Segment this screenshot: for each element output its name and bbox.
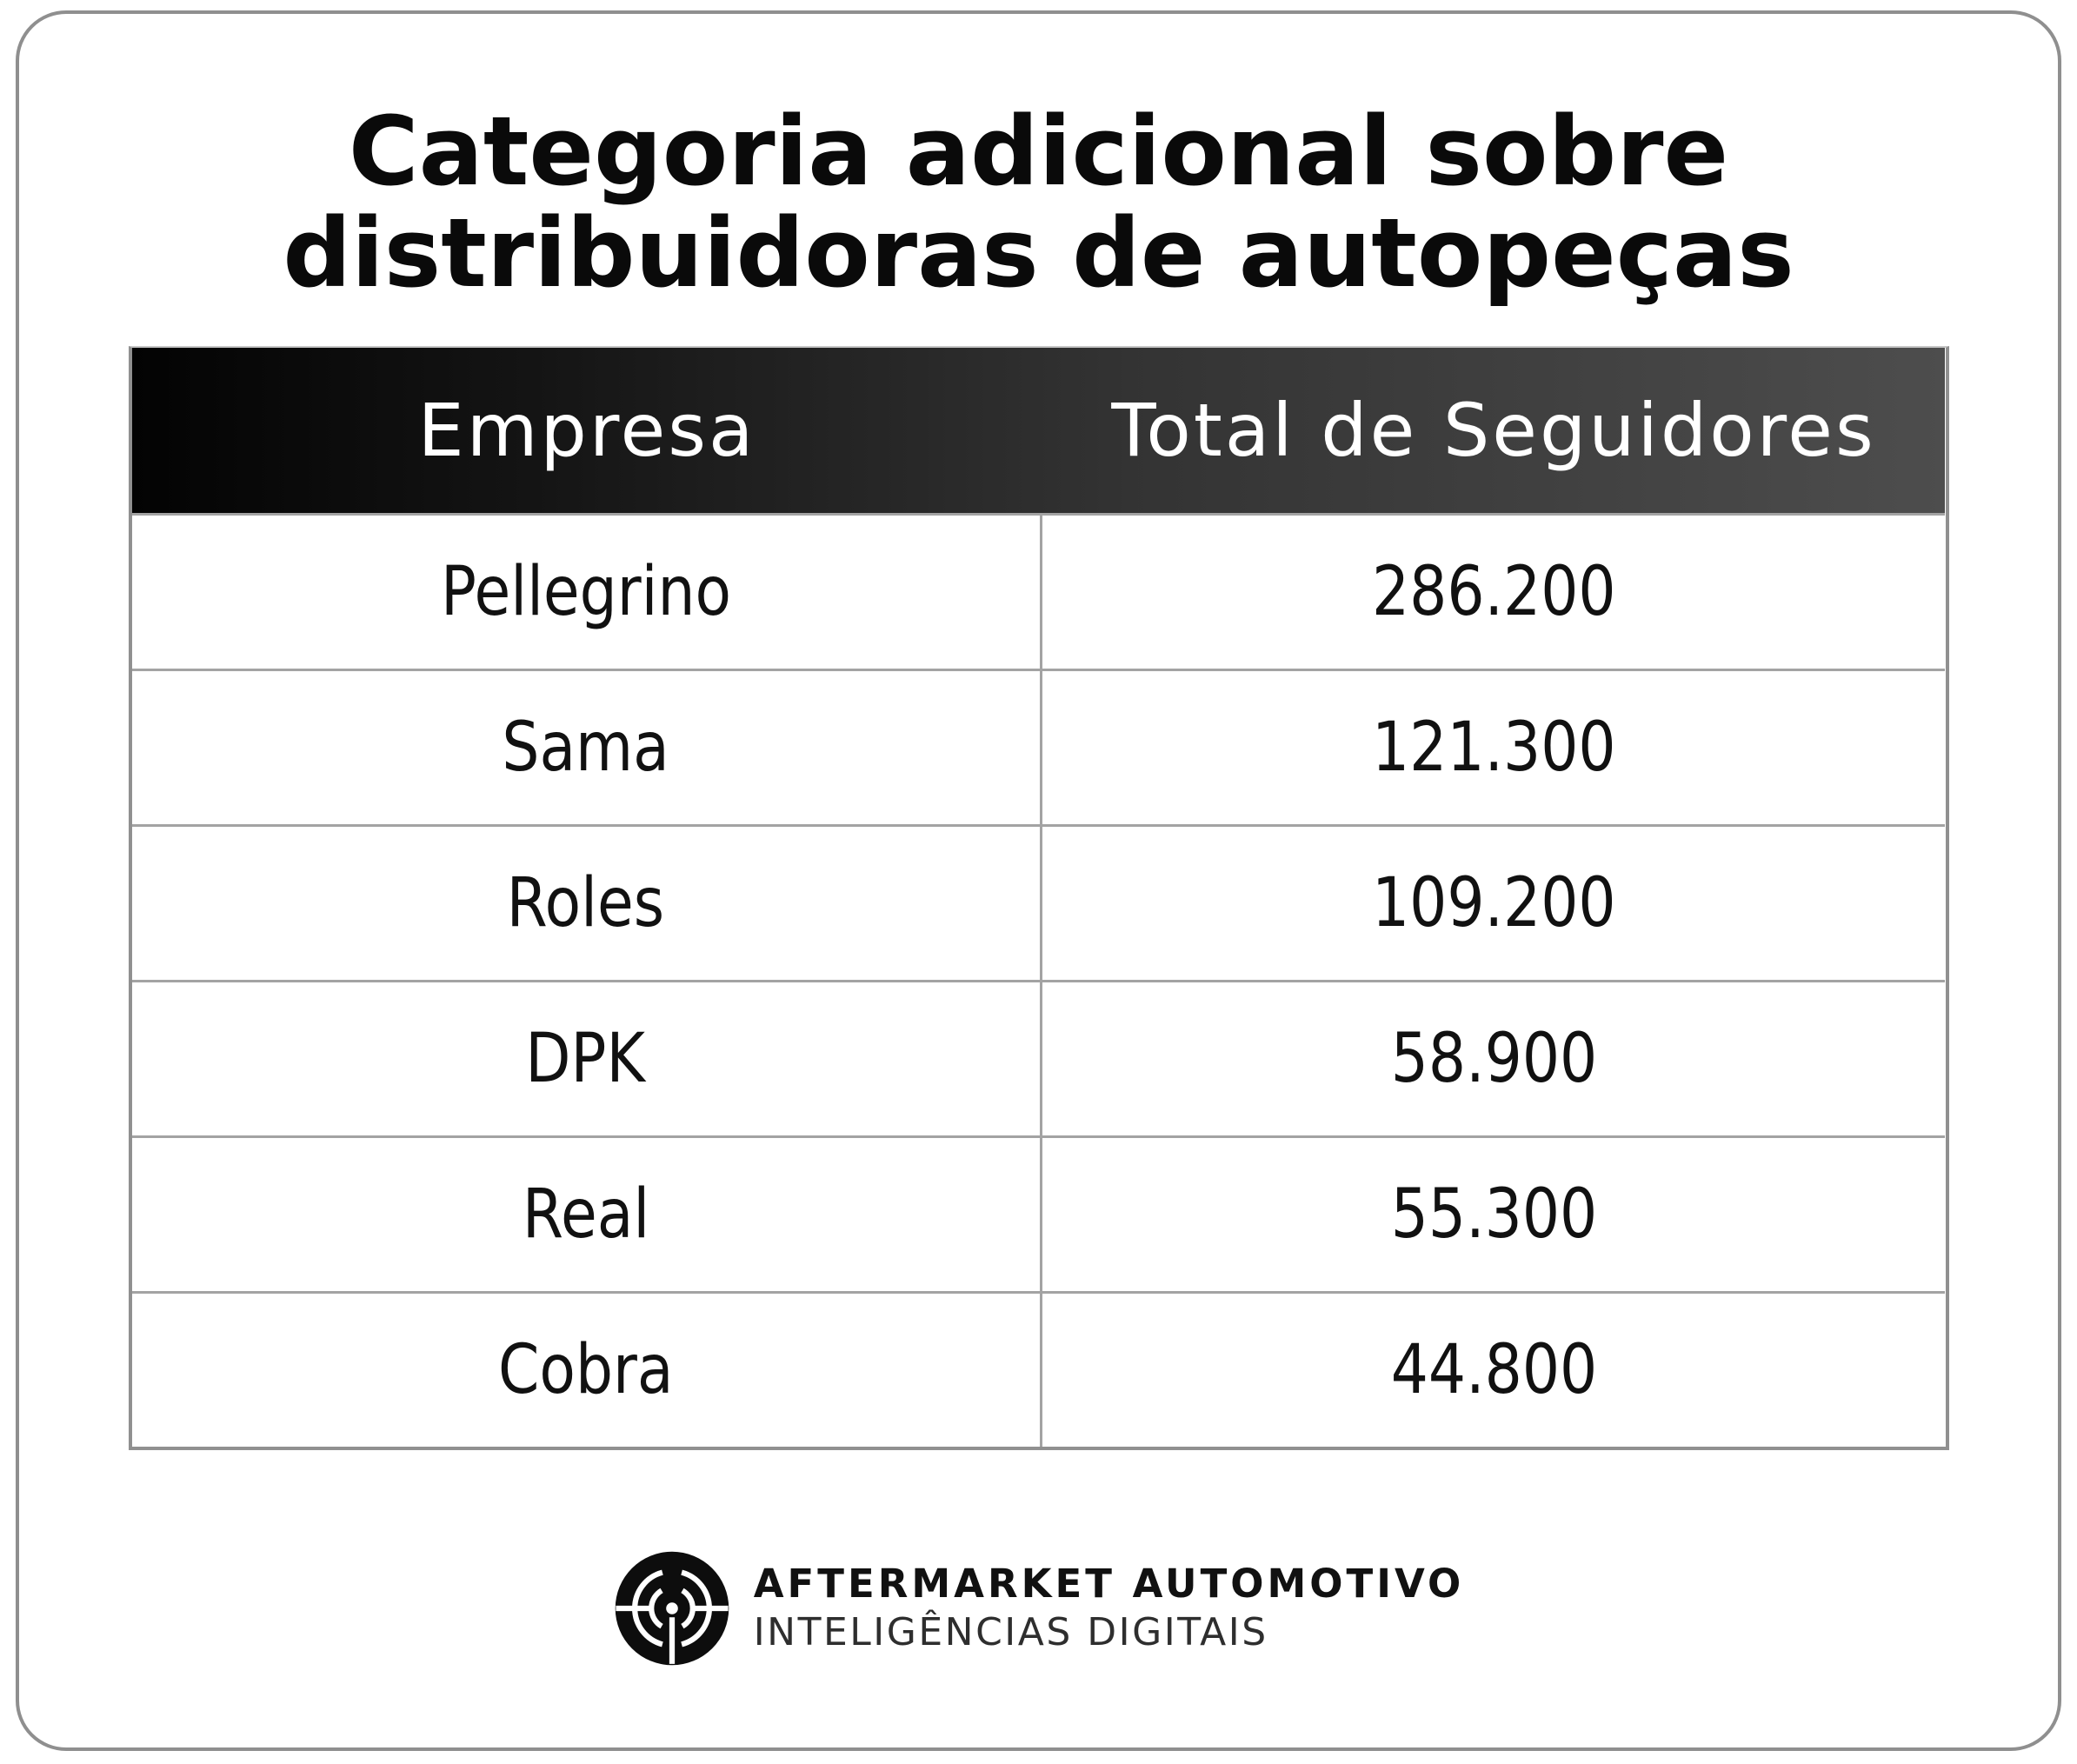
company-name-cell: Cobra xyxy=(131,1291,1042,1447)
company-name: Sama xyxy=(502,709,669,787)
brand-name: AFTERMARKET AUTOMOTIVO xyxy=(753,1561,1465,1607)
followers-value: 121.300 xyxy=(1371,709,1616,787)
company-name: Pellegrino xyxy=(440,553,731,631)
followers-value: 109.200 xyxy=(1371,864,1616,942)
followers-value: 58.900 xyxy=(1390,1020,1597,1098)
followers-value-cell: 286.200 xyxy=(1042,513,1946,669)
company-name: Cobra xyxy=(497,1331,674,1409)
company-name: Real xyxy=(522,1175,649,1254)
company-name-cell: DPK xyxy=(131,980,1042,1135)
title-line-1: Categoria adicional sobre xyxy=(348,96,1729,207)
company-name-cell: Sama xyxy=(131,669,1042,824)
followers-value-cell: 58.900 xyxy=(1042,980,1946,1135)
radar-target-icon xyxy=(613,1549,731,1667)
company-name: Roles xyxy=(506,864,665,942)
company-name-cell: Roles xyxy=(131,824,1042,980)
brand-text-block: AFTERMARKET AUTOMOTIVO INTELIGÊNCIAS DIG… xyxy=(754,1560,1465,1657)
followers-value-cell: 121.300 xyxy=(1042,669,1946,824)
followers-value: 286.200 xyxy=(1371,553,1616,631)
followers-value-cell: 109.200 xyxy=(1042,824,1946,980)
table-header-row: Empresa Total de Seguidores xyxy=(131,348,1946,513)
column-header-seguidores: Total de Seguidores xyxy=(1111,388,1876,473)
brand-tagline: INTELIGÊNCIAS DIGITAIS xyxy=(753,1610,1268,1654)
page-title: Categoria adicional sobre distribuidoras… xyxy=(19,101,2058,304)
followers-value: 44.800 xyxy=(1390,1331,1597,1409)
followers-value: 55.300 xyxy=(1390,1175,1597,1254)
followers-value-cell: 55.300 xyxy=(1042,1135,1946,1291)
title-line-2: distribuidoras de autopeças xyxy=(283,197,1794,309)
brand-logo: AFTERMARKET AUTOMOTIVO INTELIGÊNCIAS DIG… xyxy=(19,1549,2058,1667)
infographic-card: Categoria adicional sobre distribuidoras… xyxy=(16,10,2061,1751)
company-name-cell: Pellegrino xyxy=(131,513,1042,669)
followers-table: Empresa Total de Seguidores Pellegrino 2… xyxy=(128,346,1949,1450)
followers-value-cell: 44.800 xyxy=(1042,1291,1946,1447)
company-name-cell: Real xyxy=(131,1135,1042,1291)
company-name: DPK xyxy=(525,1020,646,1098)
column-header-empresa: Empresa xyxy=(417,388,756,473)
